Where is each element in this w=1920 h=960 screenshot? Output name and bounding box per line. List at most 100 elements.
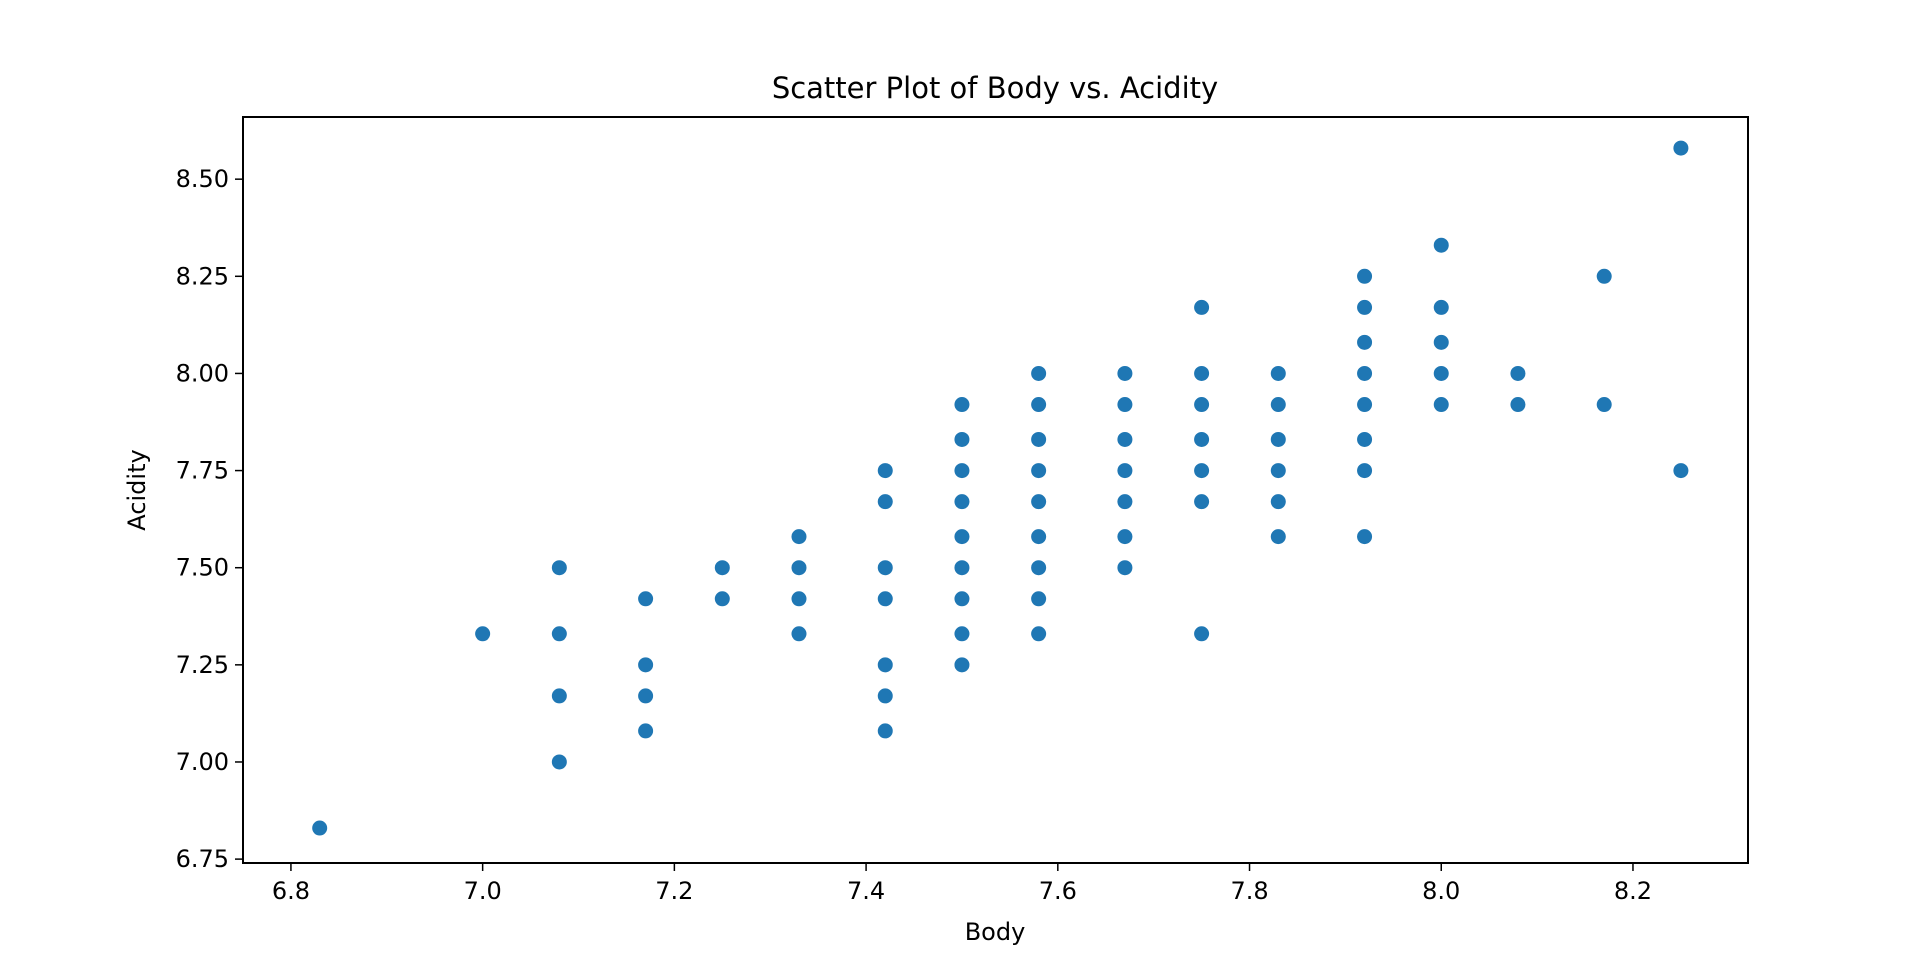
data-point [1270,463,1286,479]
data-point [1357,397,1373,413]
data-point [714,591,730,607]
y-tick-label: 7.75 [176,457,229,485]
data-point [954,431,970,447]
y-tick-label: 7.50 [176,554,229,582]
data-point [877,494,893,510]
data-point [1117,365,1133,381]
data-point [791,529,807,545]
data-point [638,657,654,673]
data-point [1673,140,1689,156]
data-point [1433,299,1449,315]
data-point [551,754,567,770]
data-point [475,626,491,642]
data-point [954,657,970,673]
data-point [1194,626,1210,642]
data-point [1194,299,1210,315]
data-point [1031,529,1047,545]
data-point [1357,431,1373,447]
x-tick-label: 8.0 [1422,877,1460,905]
data-point [877,657,893,673]
x-tick-label: 7.8 [1230,877,1268,905]
y-axis-label: Acidity [123,449,151,530]
data-point [1117,463,1133,479]
data-point [1510,365,1526,381]
data-point [877,560,893,576]
x-tick-label: 8.2 [1614,877,1652,905]
data-point [1117,494,1133,510]
data-point [1117,431,1133,447]
plot-frame [242,116,1749,864]
data-point [1031,494,1047,510]
plot-area [242,116,1749,864]
y-tick-label: 7.00 [176,748,229,776]
data-point [1433,237,1449,253]
data-point [954,529,970,545]
data-point [954,463,970,479]
data-point [1433,397,1449,413]
data-point [1433,334,1449,350]
x-tick-label: 7.2 [655,877,693,905]
data-point [1270,365,1286,381]
data-point [877,723,893,739]
x-axis-label: Body [965,918,1026,946]
data-point [1433,365,1449,381]
data-point [1031,560,1047,576]
data-point [954,626,970,642]
y-tick-label: 6.75 [176,845,229,873]
data-point [1270,529,1286,545]
data-point [954,591,970,607]
data-point [1194,431,1210,447]
data-point [551,626,567,642]
data-point [1117,560,1133,576]
data-point [551,560,567,576]
x-tick-label: 6.8 [272,877,310,905]
data-point [1031,431,1047,447]
y-tick-label: 8.25 [176,262,229,290]
data-point [1194,463,1210,479]
data-point [1357,299,1373,315]
data-point [877,463,893,479]
data-point [791,560,807,576]
data-point [1031,626,1047,642]
data-point [1357,529,1373,545]
data-point [954,560,970,576]
data-point [1031,365,1047,381]
data-point [877,591,893,607]
data-point [638,688,654,704]
data-point [1031,397,1047,413]
data-point [714,560,730,576]
data-point [954,397,970,413]
data-point [1673,463,1689,479]
data-point [791,591,807,607]
y-axis: 6.75 7.00 7.25 7.50 7.75 8.00 8.25 8.50 [176,165,243,873]
data-point [312,820,328,836]
data-point [1194,365,1210,381]
data-point [1117,397,1133,413]
data-point [954,494,970,510]
x-tick-label: 7.6 [1039,877,1077,905]
y-tick-label: 7.25 [176,651,229,679]
chart-title: Scatter Plot of Body vs. Acidity [772,71,1218,105]
data-point [1270,397,1286,413]
data-point [638,723,654,739]
data-point [1270,431,1286,447]
data-point [1194,397,1210,413]
y-tick-label: 8.50 [176,165,229,193]
data-point [1596,397,1612,413]
data-point [1510,397,1526,413]
data-point [791,626,807,642]
data-point [551,688,567,704]
data-point [1194,494,1210,510]
data-points [312,140,1689,836]
data-point [1357,334,1373,350]
x-tick-label: 7.0 [464,877,502,905]
data-point [1596,268,1612,284]
data-point [638,591,654,607]
data-point [877,688,893,704]
data-point [1357,463,1373,479]
data-point [1270,494,1286,510]
data-point [1357,365,1373,381]
data-point [1117,529,1133,545]
data-point [1357,268,1373,284]
